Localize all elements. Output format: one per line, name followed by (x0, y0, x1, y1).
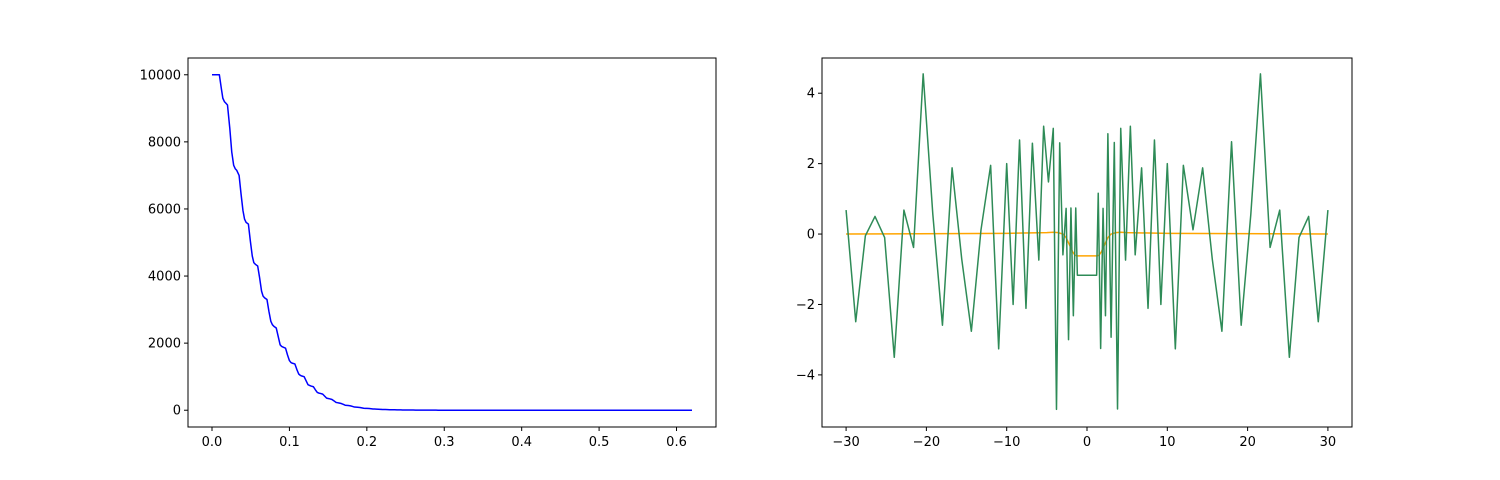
left-x-tick-label: 0.5 (589, 435, 610, 450)
right-y-tick-label: 2 (807, 157, 815, 172)
right-x-tick-label: 0 (1083, 435, 1091, 450)
right-series-line-0 (846, 231, 1328, 257)
left-series-layer (212, 74, 692, 411)
chart-left: 0.0 0.1 0.2 0.3 0.4 0.5 0.6 0 2000 4000 6000 8000 10… (140, 57, 717, 450)
right-x-tick-label: −10 (993, 435, 1020, 450)
right-x-tick-label: 20 (1239, 435, 1256, 450)
left-x-tick-label: 0.3 (434, 435, 455, 450)
right-series-line-1 (845, 73, 1329, 411)
left-x-tick-label: 0.2 (356, 435, 377, 450)
left-x-tick-label: 0.4 (511, 435, 532, 450)
left-tick-layer: 0.0 0.1 0.2 0.3 0.4 0.5 0.6 0 2000 4000 6000 8000 10… (140, 68, 687, 450)
right-y-tick-label: 0 (807, 228, 815, 243)
left-x-tick-label: 0.0 (202, 435, 223, 450)
left-y-tick-label: 2000 (148, 337, 181, 352)
left-y-tick-label: 10000 (140, 68, 181, 83)
left-x-tick-label: 0.6 (666, 435, 687, 450)
left-series-line-0 (212, 74, 692, 411)
right-plot-frame (821, 57, 1353, 428)
left-plot-frame (187, 57, 717, 428)
right-x-tick-label: 30 (1320, 435, 1337, 450)
left-y-tick-label: 6000 (148, 202, 181, 217)
right-y-tick-label: −2 (796, 298, 815, 313)
right-series-layer (845, 73, 1329, 411)
left-y-tick-label: 0 (173, 404, 181, 419)
right-x-tick-label: −20 (913, 435, 940, 450)
left-x-tick-label: 0.1 (279, 435, 300, 450)
left-y-tick-label: 8000 (148, 135, 181, 150)
right-y-tick-label: 4 (807, 87, 815, 102)
right-y-tick-label: −4 (796, 368, 815, 383)
right-x-tick-label: 10 (1159, 435, 1176, 450)
left-y-tick-label: 4000 (148, 270, 181, 285)
right-x-tick-label: −30 (832, 435, 859, 450)
